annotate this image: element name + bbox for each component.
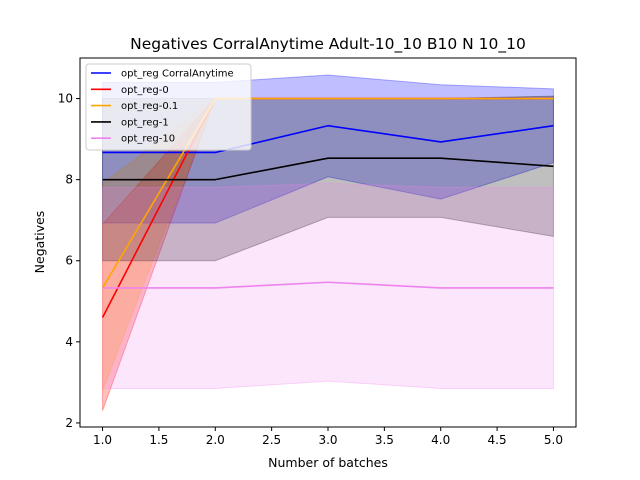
x-tick-label: 4.5 [488,433,507,447]
legend-label-3: opt_reg-1 [121,117,169,128]
x-axis-ticks: 1.0 1.5 2.0 2.5 3.0 3.5 4.0 4.5 5.0 [93,427,563,447]
legend: opt_reg CorralAnytime opt_reg-0 opt_reg-0.… [85,63,252,151]
legend-box [85,63,252,151]
x-tick-label: 4.0 [431,433,450,447]
confidence-bands [102,74,554,411]
y-tick-label: 10 [58,92,73,106]
line-series-3 [102,157,554,181]
y-axis-ticks: 2 4 6 8 10 [58,92,80,430]
x-axis-label: Number of batches [268,455,388,470]
series-lines [101,97,554,318]
x-tick-label: 3.5 [375,433,394,447]
line-series-0 [102,124,554,154]
y-tick-label: 8 [65,173,73,187]
x-tick-label: 1.0 [93,433,112,447]
y-tick-label: 2 [65,416,73,430]
y-tick-label: 6 [65,254,73,268]
x-tick-label: 2.0 [206,433,225,447]
x-tick-label: 1.5 [149,433,168,447]
band-series-4 [102,182,554,389]
legend-label-0: opt_reg CorralAnytime [121,69,234,80]
line-series-4 [102,281,554,289]
legend-label-1: opt_reg-0 [121,85,169,96]
line-series-2 [101,97,554,289]
x-tick-label: 3.0 [318,433,337,447]
x-tick-label: 2.5 [262,433,281,447]
y-axis-label: Negatives [32,211,47,274]
chart-title: Negatives CorralAnytime Adult-10_10 B10 … [130,35,526,54]
y-tick-label: 4 [65,335,73,349]
x-tick-label: 5.0 [544,433,563,447]
legend-label-4: opt_reg-10 [121,134,175,145]
legend-label-2: opt_reg-0.1 [121,101,178,112]
